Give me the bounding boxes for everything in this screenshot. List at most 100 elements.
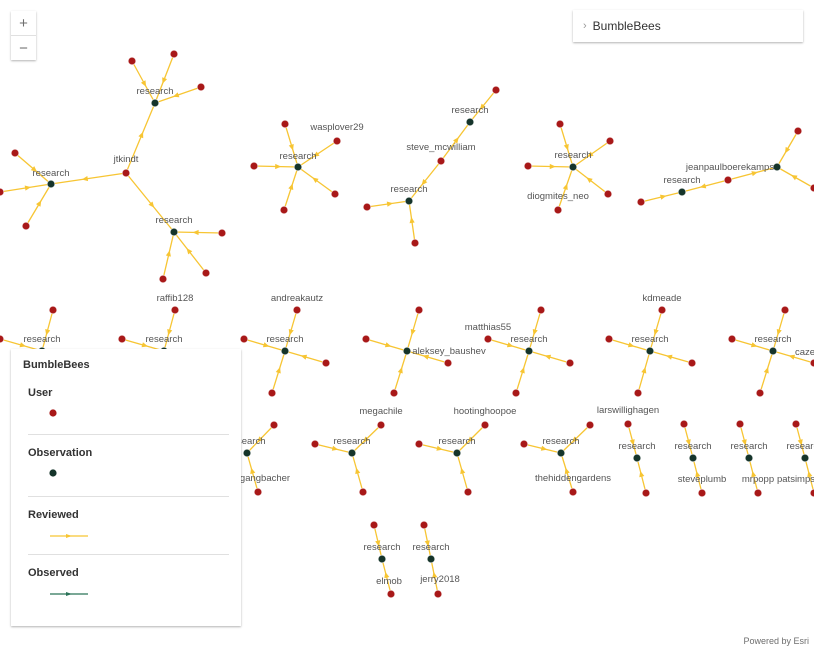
user-node[interactable] (196, 82, 206, 92)
zoom-in-button[interactable]: + (19, 14, 28, 32)
user-node[interactable] (483, 334, 493, 344)
user-node[interactable] (158, 274, 168, 284)
zoom-out-button[interactable]: − (11, 35, 36, 60)
user-node[interactable] (361, 334, 371, 344)
observation-node[interactable] (293, 162, 303, 172)
user-node[interactable] (201, 268, 211, 278)
user-node[interactable] (809, 183, 814, 193)
user-node[interactable] (585, 420, 595, 430)
observation-node[interactable] (150, 98, 160, 108)
observation-node[interactable] (568, 162, 578, 172)
user-node[interactable] (169, 49, 179, 59)
user-node[interactable] (687, 358, 697, 368)
user-node[interactable] (121, 168, 131, 178)
user-node[interactable] (10, 148, 20, 158)
user-node[interactable] (21, 221, 31, 231)
observation-node[interactable] (800, 453, 810, 463)
user-node[interactable] (809, 488, 814, 498)
user-node[interactable] (362, 202, 372, 212)
layer-list-panel[interactable]: › BumbleBees (573, 10, 803, 42)
user-node[interactable] (414, 439, 424, 449)
user-node[interactable] (410, 238, 420, 248)
user-node[interactable] (605, 136, 615, 146)
observation-node[interactable] (677, 187, 687, 197)
observation-node[interactable] (772, 162, 782, 172)
user-node[interactable] (170, 305, 180, 315)
user-node[interactable] (519, 439, 529, 449)
user-node[interactable] (463, 487, 473, 497)
user-node[interactable] (279, 205, 289, 215)
user-node[interactable] (755, 388, 765, 398)
user-node[interactable] (603, 189, 613, 199)
user-node[interactable] (697, 488, 707, 498)
user-node[interactable] (568, 487, 578, 497)
user-node[interactable] (604, 334, 614, 344)
user-node[interactable] (636, 197, 646, 207)
user-node[interactable] (321, 358, 331, 368)
user-node[interactable] (117, 334, 127, 344)
user-node[interactable] (249, 161, 259, 171)
user-node[interactable] (414, 305, 424, 315)
observation-node[interactable] (402, 346, 412, 356)
user-node[interactable] (127, 56, 137, 66)
user-node[interactable] (48, 305, 58, 315)
observation-node[interactable] (688, 453, 698, 463)
user-node[interactable] (369, 520, 379, 530)
observation-node[interactable] (768, 346, 778, 356)
esri-attribution[interactable]: Powered by Esri (743, 636, 809, 646)
chevron-right-icon[interactable]: › (583, 20, 587, 32)
user-node[interactable] (511, 388, 521, 398)
user-node[interactable] (0, 187, 5, 197)
user-node[interactable] (358, 487, 368, 497)
user-node[interactable] (310, 439, 320, 449)
observation-node[interactable] (452, 448, 462, 458)
reviewed-edge[interactable] (125, 172, 175, 233)
observation-node[interactable] (280, 346, 290, 356)
user-node[interactable] (723, 175, 733, 185)
user-node[interactable] (555, 119, 565, 129)
user-node[interactable] (436, 156, 446, 166)
user-node[interactable] (623, 419, 633, 429)
user-node[interactable] (433, 589, 443, 599)
observation-node[interactable] (645, 346, 655, 356)
observation-node[interactable] (242, 448, 252, 458)
observation-node[interactable] (347, 448, 357, 458)
user-node[interactable] (253, 487, 263, 497)
user-node[interactable] (0, 334, 5, 344)
user-node[interactable] (780, 305, 790, 315)
observation-node[interactable] (556, 448, 566, 458)
user-node[interactable] (419, 520, 429, 530)
user-node[interactable] (657, 305, 667, 315)
user-node[interactable] (753, 488, 763, 498)
user-node[interactable] (727, 334, 737, 344)
observation-node[interactable] (524, 346, 534, 356)
reviewed-edge[interactable] (50, 172, 127, 185)
user-node[interactable] (269, 420, 279, 430)
user-node[interactable] (443, 358, 453, 368)
observation-node[interactable] (46, 179, 56, 189)
user-node[interactable] (376, 420, 386, 430)
observation-node[interactable] (377, 554, 387, 564)
user-node[interactable] (292, 305, 302, 315)
user-node[interactable] (330, 189, 340, 199)
reviewed-edge[interactable] (125, 102, 156, 174)
observation-node[interactable] (426, 554, 436, 564)
observation-node[interactable] (465, 117, 475, 127)
observation-node[interactable] (744, 453, 754, 463)
observation-node[interactable] (169, 227, 179, 237)
user-node[interactable] (791, 419, 801, 429)
user-node[interactable] (679, 419, 689, 429)
user-node[interactable] (389, 388, 399, 398)
user-node[interactable] (565, 358, 575, 368)
user-node[interactable] (641, 488, 651, 498)
user-node[interactable] (280, 119, 290, 129)
observation-node[interactable] (632, 453, 642, 463)
user-node[interactable] (491, 85, 501, 95)
user-node[interactable] (480, 420, 490, 430)
user-node[interactable] (267, 388, 277, 398)
user-node[interactable] (217, 228, 227, 238)
user-node[interactable] (332, 136, 342, 146)
user-node[interactable] (523, 161, 533, 171)
user-node[interactable] (809, 358, 814, 368)
